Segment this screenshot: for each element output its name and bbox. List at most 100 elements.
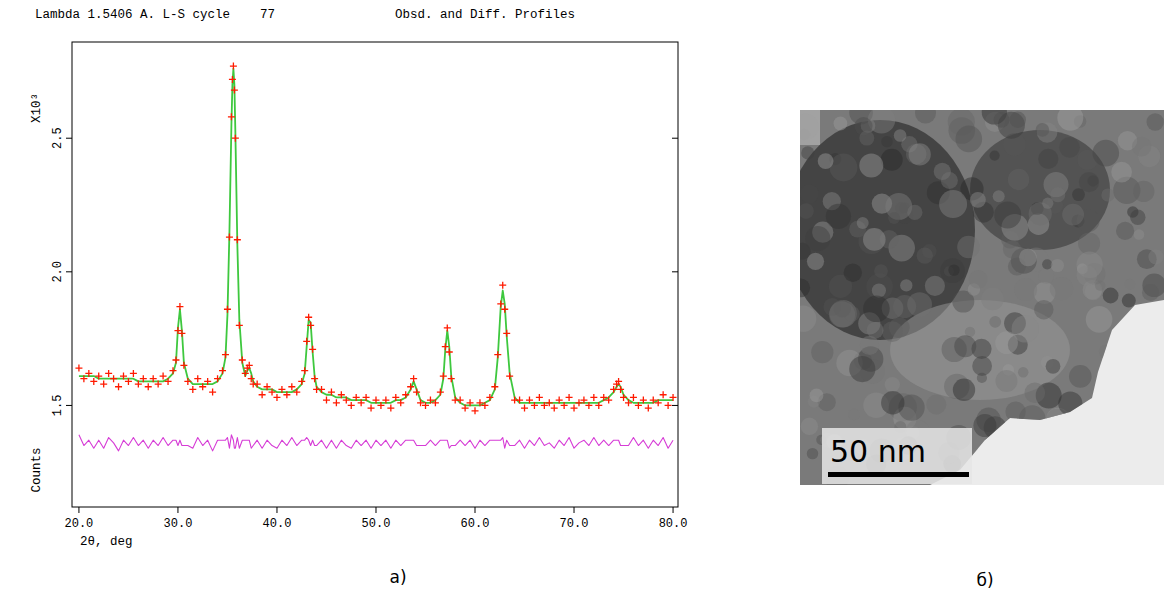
data-point — [665, 402, 672, 409]
data-point — [219, 367, 226, 374]
particle — [872, 284, 886, 298]
chart-title: Lambda 1.5406 A. L-S cycle 77 — [35, 8, 275, 22]
particle — [1042, 198, 1053, 209]
particle — [1147, 342, 1164, 364]
data-point — [506, 373, 513, 380]
data-point — [226, 234, 233, 241]
particle — [863, 228, 886, 251]
data-point — [580, 397, 587, 404]
data-point — [472, 407, 479, 414]
x-tick-label: 50.0 — [362, 517, 391, 531]
data-point — [194, 375, 201, 382]
particle — [1019, 249, 1037, 267]
data-point — [526, 397, 533, 404]
observed-points — [75, 63, 676, 415]
data-point — [303, 338, 310, 345]
data-point — [239, 357, 246, 364]
particle — [829, 301, 855, 327]
y-axis-title: Counts — [30, 447, 44, 492]
data-point — [377, 402, 384, 409]
particle — [834, 117, 848, 131]
data-point — [145, 383, 152, 390]
particle — [881, 149, 903, 171]
data-point — [605, 397, 612, 404]
particle — [968, 468, 994, 485]
data-point — [442, 343, 449, 350]
particle — [807, 448, 818, 459]
particle — [810, 389, 824, 403]
data-point — [387, 405, 394, 412]
particles — [800, 110, 1164, 485]
data-point — [254, 381, 261, 388]
data-point — [172, 357, 179, 364]
particle — [993, 190, 1005, 202]
particle — [1133, 181, 1154, 202]
particle — [1046, 359, 1061, 374]
particle — [1113, 378, 1133, 398]
y-tick — [66, 271, 72, 272]
x-tick-label: 60.0 — [461, 517, 490, 531]
particle — [1148, 340, 1164, 358]
particle — [926, 395, 946, 415]
particle — [956, 126, 983, 153]
data-point — [110, 375, 117, 382]
data-point — [328, 389, 335, 396]
data-point — [353, 394, 360, 401]
x-tick — [673, 507, 674, 513]
particle — [885, 377, 900, 392]
x-tick-label: 30.0 — [164, 517, 193, 531]
particle — [948, 264, 959, 275]
data-point — [214, 375, 221, 382]
plot-data — [75, 63, 676, 451]
data-point — [283, 391, 290, 398]
particle — [985, 436, 999, 450]
data-point — [311, 375, 318, 382]
data-point — [209, 389, 216, 396]
data-point — [307, 322, 314, 329]
data-point — [230, 63, 237, 70]
particle — [996, 370, 1018, 392]
particle — [1143, 460, 1164, 481]
data-point — [501, 306, 508, 313]
tem-corner — [800, 110, 820, 145]
data-point — [130, 370, 137, 377]
particle — [1127, 395, 1143, 411]
data-point — [199, 383, 206, 390]
x-tick-label: 80.0 — [659, 517, 688, 531]
data-point — [499, 282, 506, 289]
particle — [1142, 284, 1159, 301]
y-axis-multiplier: X10³ — [30, 93, 44, 123]
particle — [1042, 446, 1066, 470]
data-point — [397, 399, 404, 406]
data-point — [269, 389, 276, 396]
data-point — [503, 330, 510, 337]
data-point — [491, 383, 498, 390]
particle — [1072, 188, 1085, 201]
y-tick-right — [672, 138, 678, 139]
particle — [858, 228, 884, 254]
y-tick-right — [672, 405, 678, 406]
data-point — [497, 300, 504, 307]
x-tick — [375, 507, 376, 513]
particle — [874, 264, 888, 278]
panel-label: б) — [976, 570, 993, 590]
data-point — [625, 399, 632, 406]
data-point — [531, 402, 538, 409]
particle — [1095, 280, 1105, 290]
data-point — [392, 394, 399, 401]
data-point — [422, 402, 429, 409]
particle — [1058, 391, 1082, 415]
particle — [989, 316, 1001, 328]
data-point — [140, 375, 147, 382]
tem-image — [800, 110, 1164, 485]
data-point — [264, 383, 271, 390]
data-point — [246, 362, 253, 369]
data-point — [432, 399, 439, 406]
data-point — [516, 397, 523, 404]
particle — [800, 203, 814, 219]
particle — [801, 146, 814, 159]
particle — [900, 279, 912, 291]
particle — [1122, 294, 1136, 308]
data-point — [232, 135, 239, 142]
particle — [1034, 300, 1053, 319]
